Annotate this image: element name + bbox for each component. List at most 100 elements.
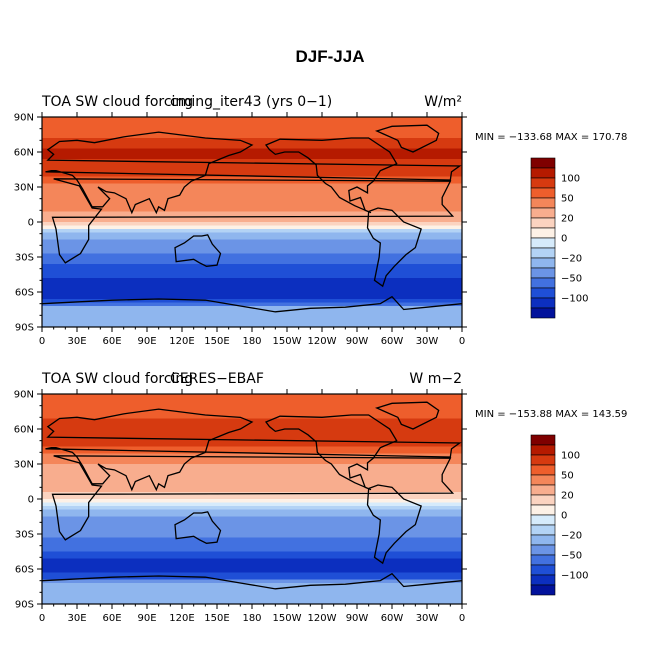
heatmap-band: [42, 285, 462, 290]
continent-australia: [174, 234, 222, 268]
colorbar-box: [530, 464, 556, 476]
heatmap-band: [42, 453, 462, 458]
heatmap-band: [42, 204, 462, 209]
heatmap-band: [42, 439, 462, 444]
heatmap-band: [42, 558, 462, 563]
colorbar-box: [530, 177, 556, 189]
colorbar-label: −50: [561, 274, 582, 285]
heatmap-band: [42, 232, 462, 237]
x-tick-label: 120W: [308, 336, 337, 347]
panel-title-center: CERES−EBAF: [170, 371, 264, 387]
continent-greenland: [374, 124, 440, 153]
heatmap-band: [42, 211, 462, 216]
heatmap-band: [42, 208, 462, 213]
heatmap-band: [42, 229, 462, 234]
heatmap-band: [42, 250, 462, 255]
heatmap-band: [42, 569, 462, 574]
colorbar-label: 20: [561, 214, 574, 225]
colorbar-box: [530, 257, 556, 269]
colorbar-label: 0: [561, 511, 567, 522]
colorbar-label: 20: [561, 491, 574, 502]
heatmap-band: [42, 274, 462, 279]
heatmap-band: [42, 411, 462, 416]
y-tick-label: 90N: [14, 113, 34, 124]
map-panel-observations: 0 30E 60E 90E 120E 150E 180 150W 120W 90W 60W 30W 09…: [14, 371, 628, 624]
heatmap-band: [42, 506, 462, 511]
heatmap-band: [42, 432, 462, 437]
x-tick-label: 90W: [346, 613, 369, 624]
heatmap-band: [42, 541, 462, 546]
colorbar-box: [530, 277, 556, 289]
x-tick-label: 60W: [381, 336, 404, 347]
heatmap-band: [42, 183, 462, 188]
heatmap-band: [42, 527, 462, 532]
heatmap-band: [42, 590, 462, 595]
heatmap-band: [42, 495, 462, 500]
heatmap-band: [42, 422, 462, 427]
heatmap-band: [42, 162, 462, 167]
heatmap-band: [42, 576, 462, 581]
x-tick-label: 120E: [169, 336, 194, 347]
continent-south-america: [366, 484, 422, 565]
colorbar-label: −50: [561, 551, 582, 562]
colorbar-box: [530, 544, 556, 556]
heatmap-band: [42, 593, 462, 598]
heatmap-band: [42, 481, 462, 486]
heatmap-band: [42, 513, 462, 518]
colorbar-box: [530, 514, 556, 526]
x-tick-label: 0: [39, 336, 45, 347]
heatmap-band: [42, 548, 462, 553]
colorbar-box: [530, 217, 556, 229]
heatmap-band: [42, 464, 462, 469]
colorbar-box: [530, 554, 556, 566]
y-tick-label: 60N: [14, 425, 34, 436]
heatmap-band: [42, 236, 462, 241]
continent-antarctica-edge: [42, 295, 462, 313]
heatmap-band: [42, 418, 462, 423]
panel-title-left: TOA SW cloud forcing: [41, 371, 193, 387]
x-tick-label: 60E: [102, 613, 121, 624]
colorbar-box: [530, 484, 556, 496]
x-tick-label: 0: [459, 336, 465, 347]
map-panel-model: 0 30E 60E 90E 120E 150E 180 150W 120W 90W 60W 30W 09…: [14, 94, 628, 347]
heatmap-band: [42, 443, 462, 448]
heatmap-band: [42, 187, 462, 192]
colorbar-label: −20: [561, 254, 582, 265]
heatmap-band: [42, 309, 462, 314]
heatmap-band: [42, 586, 462, 591]
heatmap-band: [42, 316, 462, 321]
x-tick-label: 150E: [204, 336, 229, 347]
x-tick-label: 120W: [308, 613, 337, 624]
heatmap-band: [42, 302, 462, 307]
heatmap-band: [42, 320, 462, 325]
heatmap-band: [42, 415, 462, 420]
panel-min-max: MIN = −133.68 MAX = 170.78: [475, 132, 627, 143]
colorbar-label: 100: [561, 174, 580, 185]
colorbar-box: [530, 434, 556, 446]
heatmap-band: [42, 450, 462, 455]
heatmap-band: [42, 180, 462, 185]
continent-africa: [51, 455, 455, 541]
continent-europe-asia: [45, 131, 462, 215]
panel-title-left: TOA SW cloud forcing: [41, 94, 193, 110]
heatmap-band: [42, 218, 462, 223]
x-tick-label: 0: [459, 613, 465, 624]
heatmap-band: [42, 313, 462, 318]
heatmap-band: [42, 271, 462, 276]
colorbar-box: [530, 187, 556, 199]
heatmap-band: [42, 467, 462, 472]
heatmap-band: [42, 152, 462, 157]
panel-units: W/m²: [424, 94, 462, 110]
heatmap-band: [42, 117, 462, 122]
heatmap-band: [42, 166, 462, 171]
heatmap-band: [42, 246, 462, 251]
continent-africa: [51, 178, 455, 264]
colorbar-box: [530, 247, 556, 259]
heatmap-band: [42, 530, 462, 535]
colorbar-box: [530, 197, 556, 209]
heatmap-band: [42, 159, 462, 164]
continent-australia: [174, 511, 222, 545]
continent-south-america: [366, 207, 422, 288]
colorbar-box: [530, 564, 556, 576]
heatmap-band: [42, 225, 462, 230]
